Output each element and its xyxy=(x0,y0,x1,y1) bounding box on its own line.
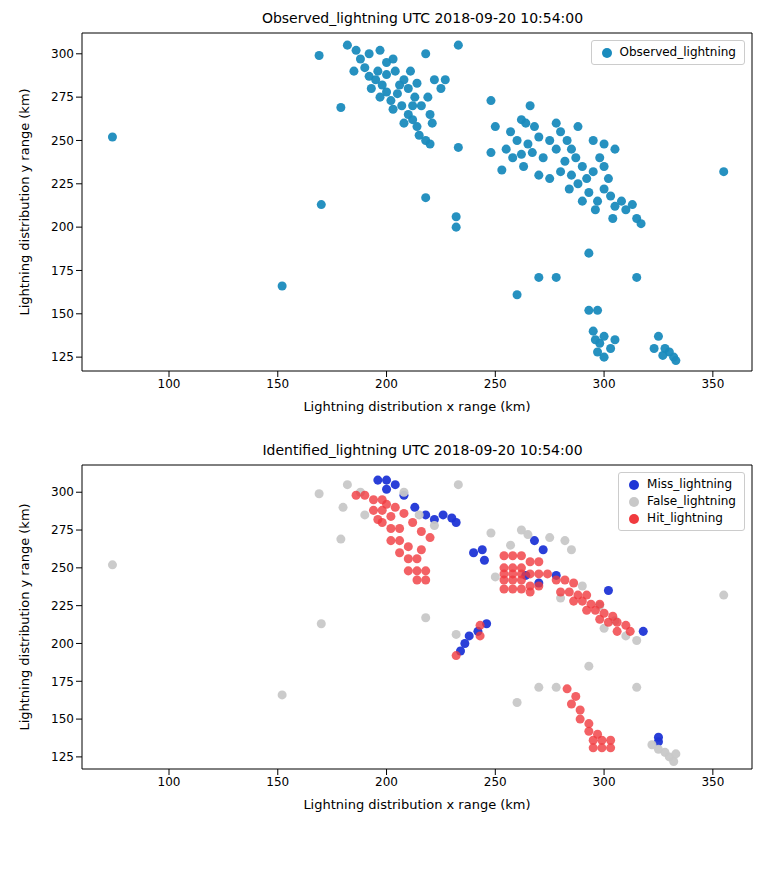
svg-text:200: 200 xyxy=(375,775,398,789)
svg-text:125: 125 xyxy=(51,750,74,764)
html-text:False_lightning: False_lightning xyxy=(647,494,736,508)
svg-text:100: 100 xyxy=(158,377,181,391)
svg-text:300: 300 xyxy=(51,485,74,499)
svg-text:350: 350 xyxy=(701,775,724,789)
svg-text:150: 150 xyxy=(51,712,74,726)
svg-text:350: 350 xyxy=(701,377,724,391)
svg-text:250: 250 xyxy=(51,134,74,148)
svg-text:Lightning distribution x range: Lightning distribution x range (km) xyxy=(303,399,530,414)
html-text:Miss_lightning: Miss_lightning xyxy=(647,477,733,491)
svg-text:250: 250 xyxy=(484,377,507,391)
html-text:Observed_lightning: Observed_lightning xyxy=(619,45,736,59)
html-text:Observed_lightning UTC 2018-09: Observed_lightning UTC 2018-09-20 10:54:… xyxy=(261,10,584,26)
svg-text:Lightning distribution y range: Lightning distribution y range (km) xyxy=(17,88,32,315)
svg-text:225: 225 xyxy=(51,177,74,191)
svg-text:225: 225 xyxy=(51,599,74,613)
svg-text:300: 300 xyxy=(51,47,74,61)
svg-text:175: 175 xyxy=(51,264,74,278)
svg-text:200: 200 xyxy=(51,220,74,234)
html-text:Identified_lightning UTC 2018-: Identified_lightning UTC 2018-09-20 10:5… xyxy=(262,442,583,458)
svg-text:300: 300 xyxy=(593,775,616,789)
svg-text:250: 250 xyxy=(484,775,507,789)
svg-text:150: 150 xyxy=(266,775,289,789)
svg-text:275: 275 xyxy=(51,90,74,104)
svg-text:150: 150 xyxy=(266,377,289,391)
svg-text:Lightning distribution y range: Lightning distribution y range (km) xyxy=(17,503,32,730)
svg-text:200: 200 xyxy=(375,377,398,391)
svg-text:275: 275 xyxy=(51,523,74,537)
svg-text:100: 100 xyxy=(158,775,181,789)
svg-text:175: 175 xyxy=(51,675,74,689)
svg-text:300: 300 xyxy=(593,377,616,391)
svg-text:Lightning distribution x range: Lightning distribution x range (km) xyxy=(303,797,530,812)
svg-text:250: 250 xyxy=(51,561,74,575)
svg-text:200: 200 xyxy=(51,637,74,651)
svg-text:125: 125 xyxy=(51,350,74,364)
svg-text:150: 150 xyxy=(51,307,74,321)
html-text:Hit_lightning: Hit_lightning xyxy=(647,511,723,525)
